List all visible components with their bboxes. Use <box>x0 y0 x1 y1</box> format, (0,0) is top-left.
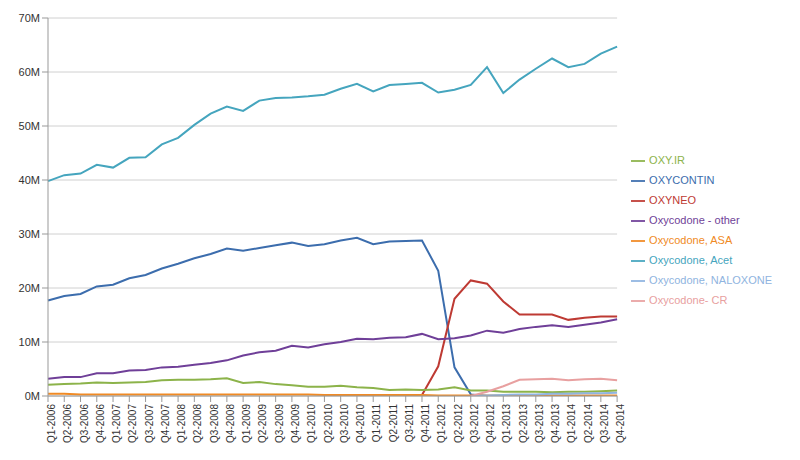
svg-text:Q1-2008: Q1-2008 <box>176 404 187 443</box>
html-text:Oxycodone, ASA: Oxycodone, ASA <box>649 234 733 246</box>
svg-text:Q1-2006: Q1-2006 <box>46 404 57 443</box>
svg-text:Q2-2008: Q2-2008 <box>192 404 203 443</box>
svg-text:30M: 30M <box>19 228 40 240</box>
svg-text:Q2-2009: Q2-2009 <box>257 404 268 443</box>
svg-text:Q4-2006: Q4-2006 <box>95 404 106 443</box>
html-text:Oxycodone- CR: Oxycodone- CR <box>649 294 728 306</box>
svg-text:Q2-2013: Q2-2013 <box>518 404 529 443</box>
svg-text:Q2-2012: Q2-2012 <box>453 404 464 443</box>
html-text:OXYNEO: OXYNEO <box>649 194 697 206</box>
svg-text:Q2-2014: Q2-2014 <box>583 404 594 443</box>
svg-text:Q1-2007: Q1-2007 <box>111 404 122 443</box>
svg-text:60M: 60M <box>19 66 40 78</box>
svg-text:Q1-2009: Q1-2009 <box>241 404 252 443</box>
svg-text:Q4-2009: Q4-2009 <box>290 404 301 443</box>
html-text:Oxycodone, Acet: Oxycodone, Acet <box>649 254 733 266</box>
svg-text:Q4-2007: Q4-2007 <box>160 404 171 443</box>
svg-text:Q1-2014: Q1-2014 <box>566 404 577 443</box>
svg-text:50M: 50M <box>19 120 40 132</box>
svg-text:Q3-2011: Q3-2011 <box>404 404 415 443</box>
svg-text:0M: 0M <box>25 390 40 402</box>
svg-text:Q4-2011: Q4-2011 <box>420 404 431 443</box>
svg-text:Q4-2013: Q4-2013 <box>550 404 561 443</box>
svg-text:Q2-2010: Q2-2010 <box>323 404 334 443</box>
svg-text:Q1-2010: Q1-2010 <box>306 404 317 443</box>
svg-text:40M: 40M <box>19 174 40 186</box>
svg-text:Q4-2008: Q4-2008 <box>225 404 236 443</box>
svg-text:Q4-2014: Q4-2014 <box>615 404 626 443</box>
html-text:Oxycodone, NALOXONE: Oxycodone, NALOXONE <box>649 274 772 286</box>
svg-text:20M: 20M <box>19 282 40 294</box>
svg-text:70M: 70M <box>19 12 40 24</box>
svg-text:Q3-2013: Q3-2013 <box>534 404 545 443</box>
html-text:Oxycodone - other: Oxycodone - other <box>649 214 740 226</box>
svg-text:Q3-2008: Q3-2008 <box>209 404 220 443</box>
svg-text:Q2-2011: Q2-2011 <box>388 404 399 443</box>
svg-text:Q1-2011: Q1-2011 <box>371 404 382 443</box>
svg-text:Q3-2012: Q3-2012 <box>469 404 480 443</box>
html-text:OXYCONTIN: OXYCONTIN <box>649 174 715 186</box>
svg-text:Q3-2010: Q3-2010 <box>339 404 350 443</box>
svg-text:Q1-2012: Q1-2012 <box>436 404 447 443</box>
svg-text:Q2-2007: Q2-2007 <box>127 404 138 443</box>
svg-text:Q4-2010: Q4-2010 <box>355 404 366 443</box>
svg-text:Q3-2009: Q3-2009 <box>274 404 285 443</box>
svg-text:Q3-2006: Q3-2006 <box>79 404 90 443</box>
svg-text:Q1-2013: Q1-2013 <box>501 404 512 443</box>
svg-text:Q3-2007: Q3-2007 <box>144 404 155 443</box>
svg-text:Q3-2014: Q3-2014 <box>599 404 610 443</box>
svg-text:Q4-2012: Q4-2012 <box>485 404 496 443</box>
svg-text:10M: 10M <box>19 336 40 348</box>
svg-text:Q2-2006: Q2-2006 <box>62 404 73 443</box>
html-text:OXY.IR: OXY.IR <box>649 154 685 166</box>
